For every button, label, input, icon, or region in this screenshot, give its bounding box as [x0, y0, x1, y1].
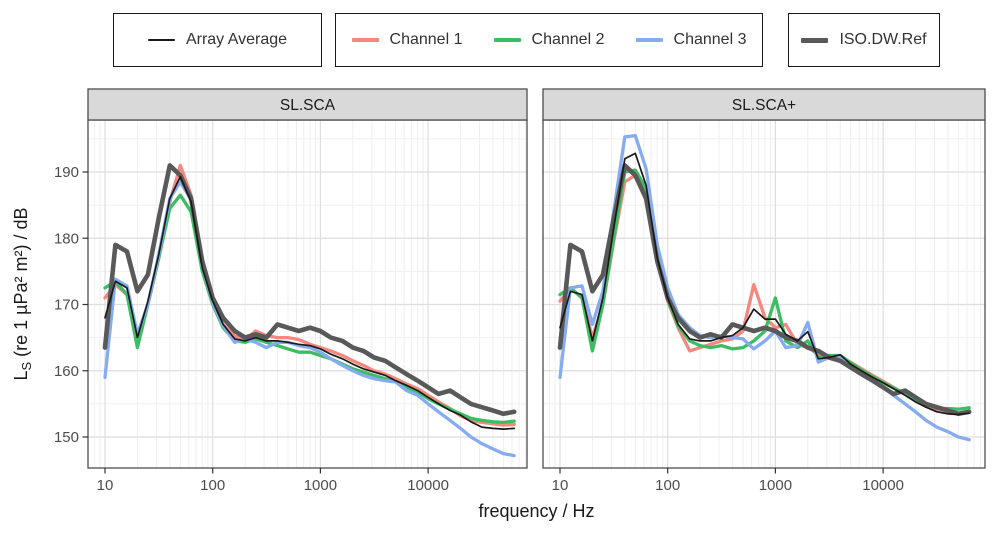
legend-label-channel-2: Channel 2 — [531, 31, 605, 48]
legend-group-channels: Channel 1 Channel 2 Channel 3 — [335, 13, 763, 67]
x-tick-label: 100 — [655, 477, 680, 494]
facet-strip-label: SL.SCA+ — [732, 97, 796, 114]
x-tick-label: 1000 — [304, 477, 337, 494]
legend-label-array-average: Array Average — [185, 31, 288, 48]
legend-label-iso-dw-ref: ISO.DW.Ref — [839, 31, 927, 48]
array-average-line-swatch — [147, 39, 175, 41]
legend-label-channel-1: Channel 1 — [389, 31, 463, 48]
legend-item-channel-3: Channel 3 — [635, 31, 747, 49]
y-tick-label: 180 — [54, 230, 79, 247]
y-axis-title: LS (re 1 µPa² m²) / dB — [11, 207, 34, 380]
channel-1-line-swatch — [351, 38, 379, 42]
y-tick-label: 150 — [54, 429, 79, 446]
facet-strip — [542, 88, 986, 121]
series-line-channel-3 — [558, 133, 971, 442]
channel-2-line-swatch — [493, 38, 521, 42]
x-tick-label: 10000 — [407, 477, 449, 494]
y-tick-label: 160 — [54, 363, 79, 380]
x-tick-label: 10 — [552, 477, 569, 494]
legend-item-iso-dw-ref: ISO.DW.Ref — [801, 31, 927, 49]
series-line-array-average — [104, 175, 516, 430]
x-tick-label: 100 — [200, 477, 225, 494]
legend-label-channel-3: Channel 3 — [673, 31, 747, 48]
legend-item-channel-1: Channel 1 — [351, 31, 463, 49]
x-tick-label: 1000 — [759, 477, 792, 494]
facet-strip-label: SL.SCA — [280, 97, 336, 114]
legend-group-iso-ref: ISO.DW.Ref — [788, 13, 940, 67]
series-line-iso-dw-ref — [102, 163, 517, 417]
series-line-array-average — [559, 152, 971, 416]
legend-group-array-average: Array Average — [113, 13, 322, 67]
facet-strip — [87, 88, 528, 121]
x-tick-label: 10000 — [862, 477, 904, 494]
iso-dw-ref-line-swatch — [801, 37, 829, 43]
legend-item-channel-2: Channel 2 — [493, 31, 605, 49]
y-tick-label: 190 — [54, 164, 79, 181]
x-axis-title: frequency / Hz — [478, 501, 594, 521]
legend-item-array-average: Array Average — [147, 31, 288, 49]
x-tick-label: 10 — [97, 477, 114, 494]
channel-3-line-swatch — [635, 38, 663, 42]
y-tick-label: 170 — [54, 297, 79, 314]
series-line-iso-dw-ref — [557, 163, 972, 417]
